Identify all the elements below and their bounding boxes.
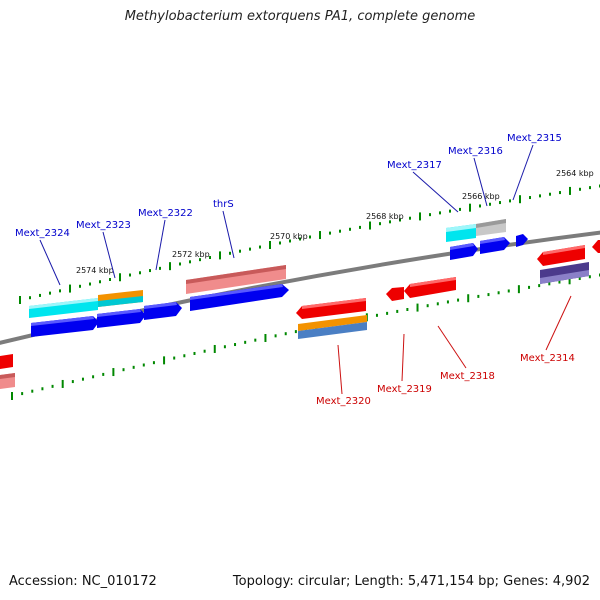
gene-mext-2324[interactable] [31, 316, 99, 337]
ruler-label: 2568 kbp [366, 212, 404, 221]
gene-mext-2322[interactable] [144, 302, 182, 320]
gene-label-upper[interactable]: Mext_2316 [448, 146, 503, 157]
lower-tick-track [11, 273, 600, 400]
feature-mext-2324-cds[interactable] [29, 298, 98, 318]
feature-thrs-cds[interactable] [186, 265, 286, 294]
genome-summary-text: Topology: circular; Length: 5,471,154 bp… [232, 574, 590, 589]
gene-mext-2314[interactable] [537, 245, 585, 266]
feature-mext-2316-cds[interactable] [446, 219, 506, 242]
feature-mext-2314-cds[interactable] [540, 262, 589, 284]
gene-mext-2318[interactable] [404, 277, 456, 298]
gene-mext-2319[interactable] [386, 287, 404, 301]
gene-mext-2317[interactable] [450, 243, 478, 260]
upper-tick-track [19, 184, 600, 304]
feature-mext-2320-cds[interactable] [298, 315, 367, 339]
gene-label-upper[interactable]: thrS [213, 199, 234, 210]
ruler-label: 2566 kbp [462, 192, 500, 201]
gene-mext-2323[interactable] [97, 309, 146, 328]
lower-leader-lines [337, 295, 572, 395]
gene-label-lower[interactable]: Mext_2319 [377, 384, 432, 395]
gene-mext-2315[interactable] [516, 234, 528, 247]
gene-label-upper[interactable]: Mext_2322 [138, 208, 193, 219]
map-title: Methylobacterium extorquens PA1, complet… [124, 9, 476, 24]
gene-label-lower[interactable]: Mext_2314 [520, 353, 575, 364]
gene-partial-left[interactable] [0, 354, 15, 389]
ruler-label: 2572 kbp [172, 250, 210, 259]
accession-text: Accession: NC_010172 [9, 574, 157, 589]
gene-mext-2320[interactable] [296, 298, 366, 319]
gene-label-upper[interactable]: Mext_2317 [387, 160, 442, 171]
ruler-label: 2564 kbp [556, 169, 594, 178]
gene-label-lower[interactable]: Mext_2318 [440, 371, 495, 382]
ruler-label: 2570 kbp [270, 232, 308, 241]
gene-thrs[interactable] [190, 284, 289, 311]
upper-leader-lines [39, 144, 534, 286]
gene-partial-right[interactable] [592, 240, 600, 253]
gene-label-upper[interactable]: Mext_2323 [76, 220, 131, 231]
gene-label-lower[interactable]: Mext_2320 [316, 396, 371, 407]
gene-mext-2316[interactable] [480, 237, 510, 254]
gene-label-upper[interactable]: Mext_2324 [15, 228, 70, 239]
gene-label-upper[interactable]: Mext_2315 [507, 133, 562, 144]
feature-mext-2323-cds[interactable] [98, 290, 143, 307]
ruler-label: 2574 kbp [76, 266, 114, 275]
